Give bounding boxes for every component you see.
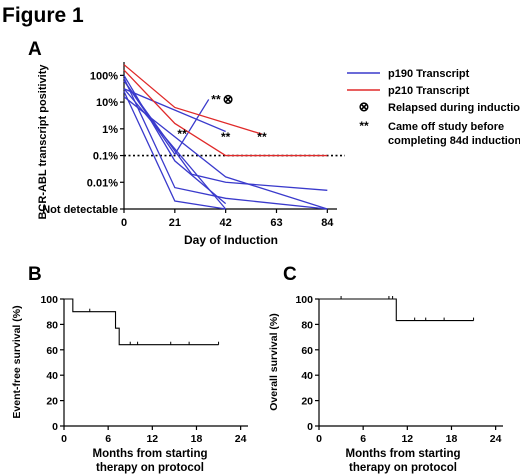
- km-x-tick-label: 12: [146, 433, 158, 445]
- p210-patient-line: [123, 69, 328, 157]
- p190-patient-line: [123, 80, 210, 156]
- p210-patient-line: [123, 64, 263, 135]
- panel-a-legend: p190 Transcript p210 Transcript ⊗ Relaps…: [347, 68, 520, 147]
- legend-label-off-study: Came off study before completing 84d ind…: [388, 121, 520, 147]
- km-x-tick-label: 24: [490, 433, 502, 445]
- legend-label-p210: p210 Transcript: [388, 85, 470, 97]
- panel-a-y-tick-label: 0.1%: [93, 151, 118, 163]
- panel-a-chart: BCR-ABL transcript positivity Day of Ind…: [37, 62, 345, 247]
- panel-b-y-axis-label: Event-free survival (%): [11, 305, 23, 418]
- km-x-tick-label: 12: [401, 433, 413, 445]
- panel-a-y-tick-label: Not detectable: [42, 204, 118, 216]
- panel-a-y-tick-label: 1%: [102, 124, 118, 136]
- panel-a-x-axis-label: Day of Induction: [184, 233, 278, 247]
- km-y-tick-label: 0: [307, 421, 313, 433]
- survival-curve: [64, 298, 219, 346]
- panel-c-x-axis-label-line1: Months from starting: [346, 448, 461, 460]
- panel-a-x-tick-label: 63: [270, 217, 282, 229]
- km-y-tick-label: 40: [46, 370, 58, 382]
- km-x-tick-label: 24: [235, 433, 247, 445]
- panel-label-a: A: [28, 39, 42, 60]
- figure-title: Figure 1: [2, 4, 84, 27]
- p190-patient-line: [123, 96, 328, 210]
- km-x-tick-label: 0: [316, 433, 322, 445]
- off-study-annotation: **: [221, 130, 231, 144]
- km-x-tick-label: 18: [191, 433, 203, 445]
- panel-b-chart: Event-free survival (%) Months from star…: [11, 294, 248, 474]
- panel-b-x-axis-label-line1: Months from starting: [93, 448, 208, 460]
- legend-label-p190: p190 Transcript: [388, 68, 470, 80]
- relapse-marker-icon: ⊗: [359, 99, 370, 114]
- km-y-tick-label: 20: [46, 396, 58, 408]
- panel-label-c: C: [283, 264, 297, 285]
- km-y-tick-label: 40: [301, 370, 313, 382]
- km-y-tick-label: 0: [52, 421, 58, 433]
- off-study-annotation: **: [211, 92, 221, 106]
- km-y-tick-label: 60: [301, 345, 313, 357]
- panel-c-x-axis-label-line2: therapy on protocol: [349, 462, 457, 474]
- p190-patient-line: [123, 91, 226, 210]
- km-y-tick-label: 60: [46, 345, 58, 357]
- panel-a-x-tick-label: 21: [169, 217, 181, 229]
- legend-label-relapse: Relapsed during induction: [388, 102, 520, 114]
- panel-a-y-tick-label: 100%: [90, 70, 118, 82]
- km-y-tick-label: 100: [40, 294, 58, 306]
- survival-curve: [319, 298, 474, 322]
- panel-a-y-tick-label: 0.01%: [87, 177, 118, 189]
- panel-label-b: B: [28, 264, 42, 285]
- p190-patient-line: [123, 88, 226, 133]
- off-study-marker-icon: **: [359, 119, 369, 133]
- km-x-tick-label: 6: [105, 433, 111, 445]
- panel-a-x-tick-label: 0: [121, 217, 127, 229]
- panel-c-chart: Overall survival (%) Months from startin…: [268, 294, 503, 474]
- p190-patient-line: [123, 88, 227, 210]
- km-y-tick-label: 80: [301, 319, 313, 331]
- km-x-tick-label: 6: [360, 433, 366, 445]
- p190-patient-line: [123, 80, 328, 191]
- km-y-tick-label: 80: [46, 319, 58, 331]
- km-y-tick-label: 100: [295, 294, 313, 306]
- off-study-annotation: **: [257, 130, 267, 144]
- km-x-tick-label: 18: [446, 433, 458, 445]
- panel-c-y-axis-label: Overall survival (%): [268, 313, 280, 410]
- panel-a-y-axis-label: BCR-ABL transcript positivity: [37, 64, 49, 220]
- panel-a-x-tick-label: 42: [220, 217, 232, 229]
- relapse-annotation-icon: ⊗: [223, 91, 234, 106]
- panel-b-x-axis-label-line2: therapy on protocol: [96, 462, 204, 474]
- off-study-annotation: **: [177, 127, 187, 141]
- panel-a-x-tick-label: 84: [321, 217, 334, 229]
- p190-patient-line: [123, 77, 328, 210]
- km-y-tick-label: 20: [301, 396, 313, 408]
- km-x-tick-label: 0: [61, 433, 67, 445]
- panel-a-y-tick-label: 10%: [96, 97, 118, 109]
